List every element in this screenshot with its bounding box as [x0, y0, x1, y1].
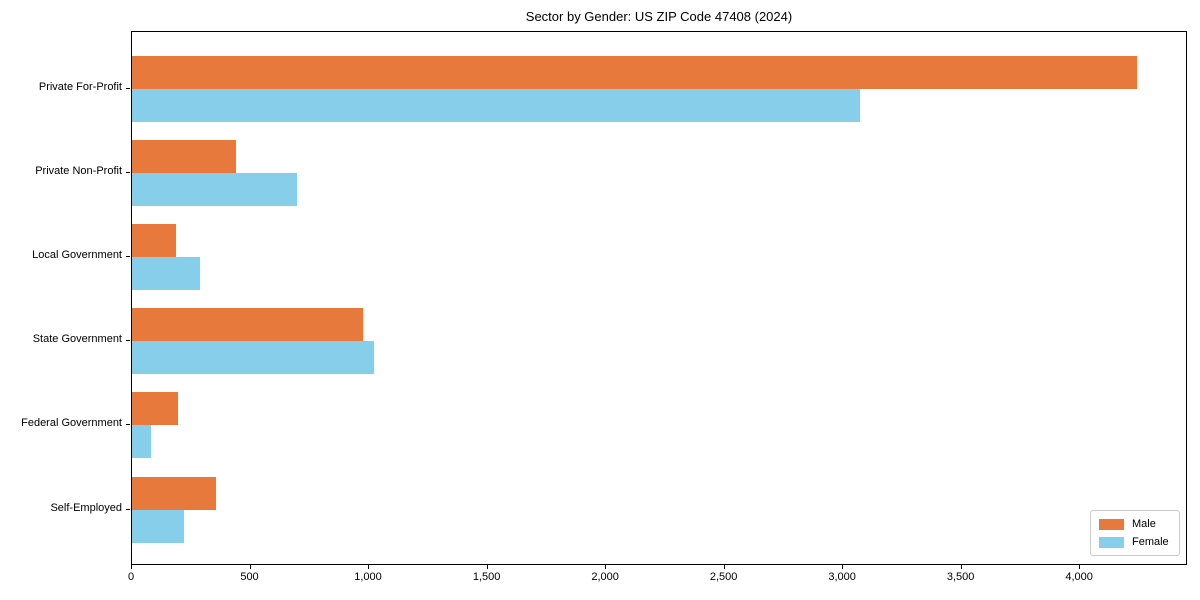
bar-male-self-employed: [132, 476, 217, 510]
x-tick-label: 3,500: [946, 571, 975, 583]
bar-male-private-for-profit: [132, 55, 1137, 89]
x-tick-mark: [368, 565, 369, 569]
legend: Male Female: [1090, 510, 1180, 556]
bar-female-private-for-profit: [132, 88, 860, 122]
y-axis-label-private-for-profit: Private For-Profit: [38, 80, 122, 93]
bar-female-federal-government: [132, 425, 151, 459]
x-tick-label: 1,000: [354, 571, 382, 583]
x-tick-mark: [960, 565, 962, 569]
x-tick-mark: [486, 565, 488, 569]
x-tick-mark: [842, 565, 844, 569]
x-tick-mark: [131, 565, 132, 569]
bar-female-self-employed: [132, 509, 185, 543]
x-tick-label: 2,500: [709, 571, 738, 583]
y-axis-label-state-government: State Government: [32, 333, 122, 346]
y-tick-mark: [126, 340, 130, 342]
x-tick-mark: [723, 565, 725, 569]
y-tick-mark: [126, 87, 130, 89]
bar-male-federal-government: [132, 392, 179, 426]
y-tick-mark: [126, 508, 130, 510]
x-tick-mark: [1079, 565, 1081, 569]
y-tick-mark: [126, 255, 130, 257]
y-tick-mark: [126, 171, 130, 173]
y-axis-label-self-employed: Self-Employed: [50, 501, 122, 514]
plot-area: [131, 31, 1187, 565]
x-tick-label: 1,500: [472, 571, 501, 583]
x-tick-label: 3,000: [828, 571, 856, 583]
y-axis-label-private-non-profit: Private Non-Profit: [35, 164, 122, 177]
legend-label-female: Female: [1132, 536, 1169, 548]
x-tick-label: 2,000: [591, 571, 619, 583]
bar-female-local-government: [132, 256, 200, 290]
legend-swatch-female: [1099, 536, 1124, 548]
bar-male-private-non-profit: [132, 139, 237, 173]
x-tick-label: 4,000: [1065, 571, 1093, 583]
bar-female-private-non-profit: [132, 172, 297, 206]
bar-male-local-government: [132, 223, 176, 257]
y-tick-mark: [126, 424, 130, 426]
legend-item-male: Male: [1099, 516, 1171, 532]
x-tick-mark: [605, 565, 607, 569]
legend-label-male: Male: [1132, 518, 1156, 530]
y-axis-label-federal-government: Federal Government: [21, 417, 122, 430]
chart-title: Sector by Gender: US ZIP Code 47408 (202…: [525, 9, 793, 24]
legend-swatch-male: [1099, 518, 1124, 530]
x-tick-label: 500: [240, 571, 259, 583]
y-axis-label-local-government: Local Government: [32, 248, 122, 261]
legend-item-female: Female: [1099, 534, 1171, 550]
bar-male-state-government: [132, 308, 364, 342]
x-tick-mark: [249, 565, 251, 569]
x-tick-label: 0: [127, 571, 135, 583]
bar-female-state-government: [132, 341, 374, 375]
